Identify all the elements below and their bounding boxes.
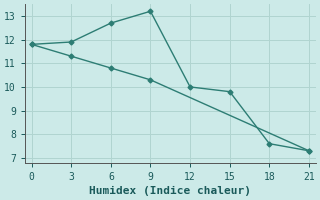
X-axis label: Humidex (Indice chaleur): Humidex (Indice chaleur) (89, 186, 251, 196)
